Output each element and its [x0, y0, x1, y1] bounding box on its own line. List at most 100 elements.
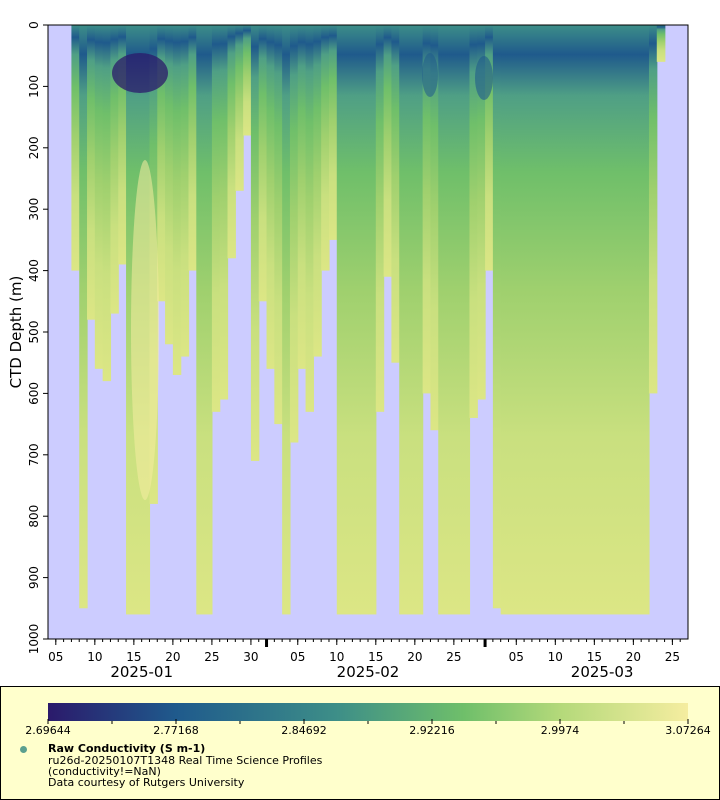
- profile-column: [656, 25, 666, 62]
- colorbar-tick-label: 2.69644: [25, 724, 71, 737]
- profile-column: [321, 25, 330, 271]
- y-tick-label: 100: [27, 75, 41, 98]
- x-tick-label: 15: [126, 650, 141, 664]
- profile-column: [446, 25, 455, 615]
- legend-constraint: (conductivity!=NaN): [48, 765, 161, 778]
- y-axis: 0 100 200 300 400 500 600 700 800 900 1000: [27, 21, 48, 654]
- profile-column: [438, 25, 447, 615]
- y-tick-label: 800: [27, 505, 41, 528]
- colorbar-tick-label: 2.9974: [540, 724, 580, 737]
- y-tick-label: 200: [27, 136, 41, 159]
- profile-column: [94, 25, 104, 369]
- profile-column: [391, 25, 400, 363]
- profile-column: [516, 25, 556, 615]
- profile-column: [477, 25, 486, 400]
- y-tick-label: 300: [27, 198, 41, 221]
- x-tick-label: 15: [368, 650, 383, 664]
- profile-column: [555, 25, 595, 615]
- x-tick-label: 05: [509, 650, 524, 664]
- profile-column: [414, 25, 424, 615]
- profile-column: [204, 25, 213, 615]
- y-tick-label: 500: [27, 321, 41, 344]
- profile-column: [258, 25, 268, 302]
- low-conductivity-plume: [112, 53, 493, 500]
- x-month-label: 2025-03: [571, 663, 634, 681]
- x-month-label: 2025-01: [110, 663, 173, 681]
- x-tick-label: 10: [329, 650, 344, 664]
- profile-column: [375, 25, 385, 412]
- x-tick-label: 10: [548, 650, 563, 664]
- profile-column: [648, 25, 658, 394]
- y-tick-label: 400: [27, 259, 41, 282]
- profile-column: [250, 25, 260, 461]
- profile-column: [188, 25, 197, 271]
- x-axis: 05 10 15 20 25 30 05 10 15 20 25 05 10 15 20 25 2025-01 2…: [48, 639, 681, 681]
- x-tick-label: 25: [446, 650, 461, 664]
- profile-column: [71, 25, 80, 271]
- profile-column: [594, 25, 634, 615]
- colorbar-tick-label: 3.07264: [665, 724, 711, 737]
- legend-dataset: ru26d-20250107T1348 Real Time Science Pr…: [48, 754, 323, 767]
- profile-column: [126, 25, 135, 615]
- y-tick-label: 1000: [27, 624, 41, 655]
- plume-dark-core: [112, 53, 168, 93]
- colorbar-tick-label: 2.77168: [153, 724, 199, 737]
- profile-column: [165, 25, 174, 345]
- colorbar-tick-label: 2.92216: [409, 724, 455, 737]
- x-tick-label: 15: [587, 650, 602, 664]
- profile-column: [243, 25, 252, 136]
- profile-column: [196, 25, 205, 615]
- profile-column: [266, 25, 275, 369]
- profile-column: [172, 25, 182, 375]
- profile-column: [118, 25, 127, 265]
- profile-column: [469, 25, 478, 418]
- profile-column: [453, 25, 463, 615]
- profile-column: [633, 25, 650, 615]
- x-tick-label: 20: [165, 650, 180, 664]
- x-tick-label: 10: [87, 650, 102, 664]
- profile-column: [305, 25, 314, 412]
- profile-column: [235, 25, 244, 191]
- profile-column: [368, 25, 377, 615]
- profile-column: [430, 25, 439, 431]
- x-month-label: 2025-02: [337, 663, 400, 681]
- colorbar-gradient-bar: [48, 703, 688, 721]
- y-axis-label: CTD Depth (m): [7, 276, 25, 389]
- profile-column: [383, 25, 393, 277]
- legend-title: Raw Conductivity (S m-1): [48, 742, 206, 755]
- profile-column: [274, 25, 283, 425]
- x-tick-label: 25: [665, 650, 680, 664]
- profile-columns: [71, 25, 666, 615]
- colorbar-ticks: [47, 719, 689, 724]
- colorbar: [47, 703, 689, 724]
- colorbar-tick-label: 2.84692: [281, 724, 327, 737]
- plume-light-core: [131, 160, 159, 500]
- y-tick-label: 900: [27, 566, 41, 589]
- y-tick-label: 600: [27, 382, 41, 405]
- profile-column: [336, 25, 346, 615]
- profile-column: [157, 25, 166, 302]
- profile-column: [485, 25, 494, 271]
- profile-column: [102, 25, 112, 382]
- profile-column: [328, 25, 338, 240]
- profile-column: [87, 25, 96, 320]
- profile-column: [211, 25, 221, 412]
- profile-column: [297, 25, 307, 369]
- plume-dark-feb2: [475, 56, 493, 100]
- profile-column: [282, 25, 291, 615]
- profile-column: [422, 25, 432, 394]
- x-tick-label: 30: [243, 650, 258, 664]
- x-tick-label: 05: [48, 650, 63, 664]
- profile-column: [227, 25, 236, 259]
- profile-column: [500, 25, 517, 615]
- x-tick-label: 05: [290, 650, 305, 664]
- legend-marker-icon: [20, 746, 27, 753]
- x-tick-label: 25: [204, 650, 219, 664]
- y-tick-label: 0: [27, 21, 41, 29]
- profile-column: [110, 25, 119, 314]
- y-tick-label: 700: [27, 443, 41, 466]
- profile-column: [360, 25, 369, 615]
- x-tick-label: 20: [407, 650, 422, 664]
- profile-column: [399, 25, 408, 615]
